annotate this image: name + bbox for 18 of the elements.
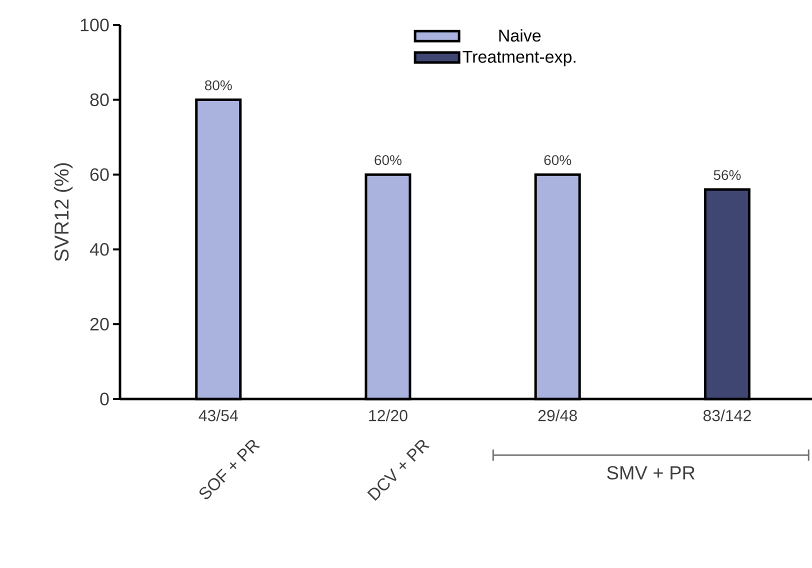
x-tick-label: 12/20 — [369, 410, 408, 422]
data-label: 80% — [204, 80, 232, 90]
y-tick-label: 100 — [80, 18, 109, 32]
y-tick-label: 80 — [90, 93, 109, 106]
y-tick-label: 0 — [100, 392, 109, 406]
y-tick-label: 40 — [90, 243, 109, 256]
y-tick-label: 60 — [90, 168, 109, 181]
y-tick-label: 20 — [90, 318, 109, 331]
text: SMV + PR — [607, 466, 695, 480]
x-tick-label: 43/54 — [198, 410, 238, 422]
data-label: 60% — [544, 155, 572, 166]
y-axis-title: SVR12 (%) — [54, 163, 73, 262]
legend-label: Naive — [499, 29, 541, 42]
data-label: 56% — [714, 170, 741, 180]
legend-label: Treatment-exp. — [462, 50, 576, 66]
x-tick-label: 83/142 — [703, 410, 751, 422]
data-label: 60% — [374, 155, 402, 166]
x-tick-label: 29/48 — [538, 410, 577, 422]
